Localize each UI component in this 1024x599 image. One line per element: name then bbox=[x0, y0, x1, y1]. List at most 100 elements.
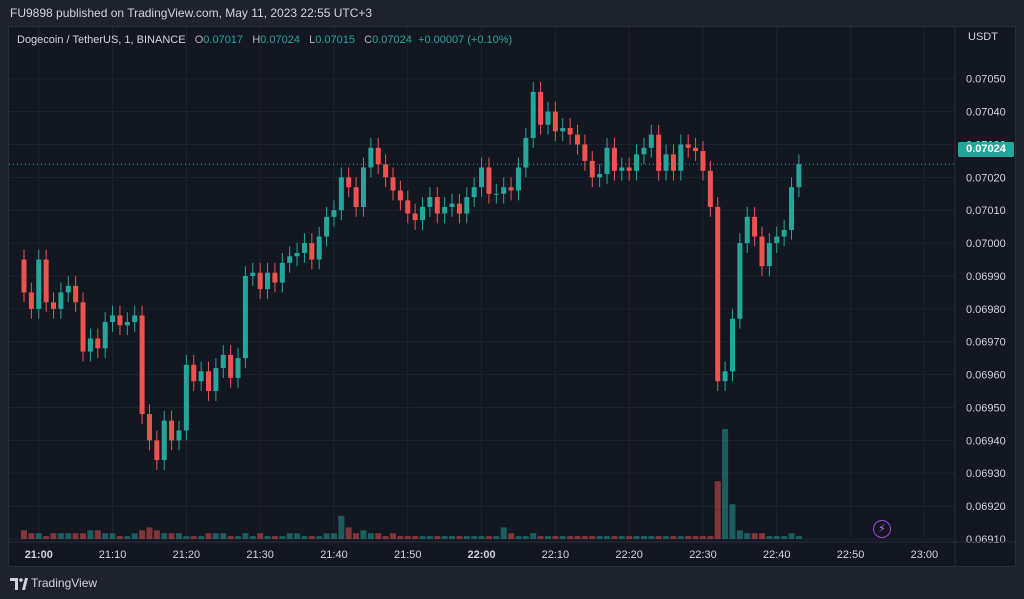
x-tick-label: 21:20 bbox=[173, 549, 201, 561]
x-tick-label: 23:00 bbox=[911, 549, 939, 561]
volume-bar bbox=[338, 515, 345, 539]
volume-bar bbox=[28, 533, 35, 539]
candle-body bbox=[464, 197, 470, 214]
candle-body bbox=[139, 315, 145, 415]
volume-bar bbox=[530, 533, 537, 539]
volume-bar bbox=[722, 429, 729, 539]
y-tick-label: 0.06920 bbox=[966, 501, 1006, 513]
volume-bar bbox=[478, 536, 485, 539]
candle-body bbox=[693, 147, 699, 152]
candlestick-chart[interactable]: 0.070500.070400.070300.070200.070100.070… bbox=[9, 27, 1015, 566]
candle-body bbox=[471, 187, 477, 198]
candle-body bbox=[766, 243, 772, 267]
change-value: +0.00007 (+0.10%) bbox=[418, 34, 513, 46]
candle-body bbox=[729, 318, 735, 372]
candle-body bbox=[700, 151, 706, 171]
volume-bar bbox=[397, 536, 404, 539]
x-tick-label: 22:50 bbox=[837, 549, 865, 561]
candle-body bbox=[501, 187, 507, 194]
candle-body bbox=[597, 174, 603, 178]
candle-body bbox=[375, 147, 381, 165]
candle-body bbox=[427, 197, 433, 207]
candle-body bbox=[146, 414, 152, 441]
symbol-legend: Dogecoin / TetherUS, 1, BINANCE O0.07017… bbox=[17, 34, 512, 46]
x-tick-label: 21:50 bbox=[394, 549, 422, 561]
volume-bar bbox=[257, 533, 264, 539]
candle-body bbox=[198, 371, 204, 382]
lightning-icon[interactable]: ⚡ bbox=[873, 520, 891, 538]
volume-bar bbox=[419, 536, 426, 539]
candle-body bbox=[51, 302, 57, 309]
volume-bar bbox=[360, 530, 367, 539]
high-value: 0.07024 bbox=[260, 34, 300, 46]
candle-body bbox=[589, 160, 595, 178]
volume-bar bbox=[50, 533, 57, 539]
candle-body bbox=[575, 134, 580, 145]
volume-bar bbox=[648, 536, 655, 539]
tradingview-logo-icon[interactable] bbox=[10, 578, 28, 590]
candle-body bbox=[648, 134, 654, 148]
volume-bar bbox=[677, 536, 684, 539]
volume-bar bbox=[146, 527, 153, 539]
candle-body bbox=[560, 128, 566, 132]
candle-body bbox=[781, 229, 787, 237]
candle-body bbox=[117, 315, 123, 326]
volume-bar bbox=[168, 533, 175, 539]
volume-bar bbox=[220, 533, 227, 539]
volume-bar bbox=[87, 530, 94, 539]
volume-bar bbox=[109, 533, 116, 539]
candle-body bbox=[176, 430, 182, 441]
volume-bar bbox=[589, 536, 596, 539]
low-value: 0.07015 bbox=[315, 34, 355, 46]
volume-bar bbox=[271, 536, 278, 539]
candle-body bbox=[316, 236, 322, 260]
volume-bar bbox=[161, 533, 168, 539]
volume-bar bbox=[316, 536, 323, 539]
candle-body bbox=[301, 243, 307, 253]
volume-bar bbox=[795, 536, 802, 539]
volume-bar bbox=[190, 536, 197, 539]
low-label: L bbox=[309, 34, 316, 46]
candle-body bbox=[95, 338, 101, 349]
plot-background bbox=[9, 27, 1015, 566]
volume-bar bbox=[736, 530, 743, 539]
volume-bar bbox=[249, 536, 256, 539]
candle-body bbox=[132, 315, 138, 323]
volume-bar bbox=[353, 533, 360, 539]
candle-body bbox=[36, 259, 42, 309]
x-tick-label: 22:30 bbox=[689, 549, 717, 561]
brand-name[interactable]: TradingView bbox=[31, 576, 98, 590]
candle-body bbox=[582, 144, 588, 161]
volume-bar bbox=[183, 536, 190, 539]
volume-bar bbox=[751, 533, 758, 539]
volume-bar bbox=[198, 536, 205, 539]
candle-body bbox=[383, 164, 389, 178]
candle-body bbox=[538, 91, 544, 125]
volume-bar bbox=[537, 536, 544, 539]
volume-bar bbox=[412, 536, 419, 539]
volume-bar bbox=[235, 536, 242, 539]
candle-body bbox=[287, 256, 293, 263]
volume-bar bbox=[766, 536, 773, 539]
volume-bar bbox=[581, 536, 588, 539]
volume-bar bbox=[286, 533, 293, 539]
volume-bar bbox=[626, 536, 633, 539]
volume-bar bbox=[175, 533, 182, 539]
volume-bar bbox=[685, 536, 692, 539]
volume-bar bbox=[707, 536, 714, 539]
candle-body bbox=[626, 167, 632, 171]
volume-bar bbox=[264, 536, 271, 539]
chart-frame[interactable]: 0.070500.070400.070300.070200.070100.070… bbox=[8, 26, 1016, 567]
volume-bar bbox=[714, 481, 721, 539]
open-label: O bbox=[194, 34, 204, 46]
volume-bar bbox=[640, 536, 647, 539]
candle-body bbox=[656, 134, 662, 171]
y-tick-label: 0.06940 bbox=[966, 435, 1006, 447]
candle-body bbox=[412, 213, 418, 221]
volume-bar bbox=[670, 536, 677, 539]
volume-bar bbox=[80, 533, 87, 539]
candle-body bbox=[774, 236, 780, 244]
candle-body bbox=[715, 206, 721, 382]
candle-body bbox=[324, 216, 330, 237]
volume-bar bbox=[426, 536, 433, 539]
